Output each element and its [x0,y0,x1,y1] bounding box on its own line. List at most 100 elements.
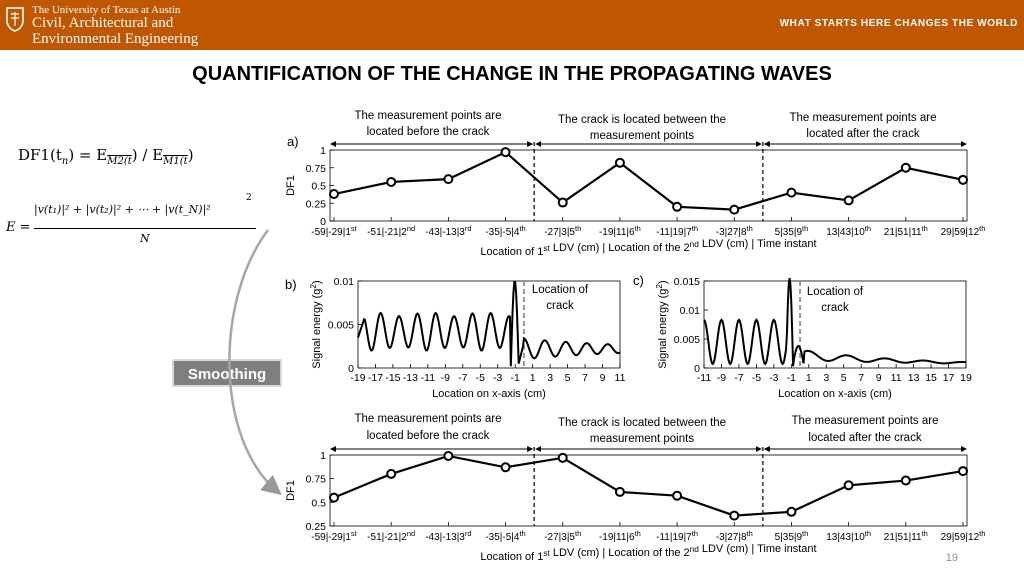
ytick-label-a-3: 0.75 [306,163,327,175]
xtick-label-c-9: 7 [858,372,864,384]
ytick-label-a-1: 0.25 [306,198,327,210]
data-point-a-6 [672,201,683,212]
xlabel-c: Location on x-axis (cm) [778,388,892,400]
data-point-d-9 [843,480,854,491]
xtick-label-d-0: -59|-29|1st [311,529,357,543]
ytick-label-a-4: 1 [320,145,326,157]
xtick-label-d-3: -35|-5|4th [485,529,525,543]
data-point-d-10 [900,475,911,486]
data-point-d-7 [729,510,740,521]
xtick-label-c-2: -7 [734,372,743,384]
xtick-label-c-1: -9 [717,372,726,384]
xtick-label-a-8: 5|35|9th [775,224,809,238]
plot-frame-d [329,454,968,527]
xtick-label-c-6: 1 [806,372,812,384]
xtick-label-a-7: -3|27|8th [716,224,753,238]
xtick-label-d-1: -51|-21|2nd [367,529,415,543]
ut-seal-icon [6,7,24,32]
data-point-a-3 [500,147,511,158]
data-point-a-0 [329,189,339,200]
data-point-a-5 [614,157,625,168]
ytick-label-d-2: 0.75 [306,474,327,486]
formula-m1: M1(t [163,156,188,167]
ytick-label-d-3: 1 [320,450,326,462]
tagline: WHAT STARTS HERE CHANGES THE WORLD [779,18,1018,29]
header-banner: The University of Texas at Austin Civil,… [0,0,1024,50]
data-point-d-0 [329,492,339,503]
xtick-label-d-10: 21|51|11th [884,529,928,543]
data-point-d-2 [443,450,454,461]
institution-name: The University of Texas at Austin [32,4,181,16]
xtick-label-c-5: -1 [787,372,796,384]
page-number: 19 [945,552,958,564]
data-point-d-6 [672,490,683,501]
xtick-label-b-3: -13 [403,372,418,384]
ytick-label-d-0: 0.25 [306,521,327,533]
xtick-label-d-2: -43|-13|3rd [425,529,471,543]
xtick-label-b-12: 5 [565,372,571,384]
xtick-label-d-7: -3|27|8th [716,529,753,543]
ytick-label-b-0: 0 [348,363,354,375]
data-point-a-8 [786,187,797,198]
department-name-line1: Civil, Architectural and [32,15,174,31]
data-point-a-9 [843,195,854,206]
ytick-label-a-0: 0 [320,216,326,228]
xlabel-a: Location of 1st LDV (cm) | Location of t… [480,238,816,258]
xtick-label-c-4: -3 [769,372,778,384]
xtick-label-c-14: 17 [943,372,955,384]
plot-frame-c [703,280,967,369]
xtick-label-b-4: -11 [421,372,436,384]
xtick-label-d-5: -19|11|6th [599,529,641,543]
ytick-label-d-1: 0.5 [311,497,326,509]
ylabel-d: DF1 [285,480,297,501]
data-point-d-3 [500,462,511,473]
data-point-d-8 [786,506,797,517]
ytick-label-c-3: 0.015 [674,276,700,288]
formula-denominator: N [140,232,150,245]
xtick-label-c-8: 5 [841,372,847,384]
xtick-label-c-3: -5 [752,372,761,384]
data-point-a-4 [557,197,568,208]
xtick-label-a-9: 13|43|10th [826,224,871,238]
xtick-label-b-14: 9 [600,372,606,384]
data-point-d-5 [614,486,625,497]
ylabel-a: DF1 [285,175,297,196]
ytick-label-c-2: 0.01 [680,305,701,317]
series-line-a [333,150,964,211]
xtick-label-c-12: 13 [908,372,920,384]
formula-df1-eq: ) = E [68,146,108,164]
xtick-label-b-8: -3 [493,372,502,384]
smoothing-arrow [228,229,282,496]
xtick-label-c-0: -11 [697,372,712,384]
xtick-label-a-2: -43|-13|3rd [425,224,471,238]
slide-title: QUANTIFICATION OF THE CHANGE IN THE PROP… [192,63,832,85]
xtick-label-a-11: 29|59|12th [941,224,986,238]
formula-exponent: 2 [246,193,252,203]
data-point-d-4 [557,452,568,463]
data-point-a-11 [958,174,968,185]
xtick-label-a-3: -35|-5|4th [485,224,525,238]
formula-fraction-bar [34,228,256,229]
xtick-label-b-6: -7 [458,372,467,384]
series-line-c [703,277,967,367]
data-point-d-1 [386,468,397,479]
xtick-label-b-0: -19 [350,372,365,384]
xtick-label-a-6: -11|19|7th [656,224,698,238]
formula-m2: M2(t [107,156,132,167]
xtick-label-d-8: 5|35|9th [775,529,809,543]
ytick-label-b-1: 0.005 [328,320,354,332]
xtick-label-a-10: 21|51|11th [884,224,928,238]
formula-df1-lhs: DF1(t [18,146,62,164]
data-point-d-11 [958,466,968,477]
series-line-d [333,454,964,517]
xtick-label-a-1: -51|-21|2nd [367,224,415,238]
xtick-label-b-15: 11 [615,372,626,384]
xlabel-b: Location on x-axis (cm) [432,388,546,400]
formula-numerator: |v(t₁)|² + |v(t₂)|² + ⋯ + |v(t_N)|² [34,203,211,216]
ytick-label-b-2: 0.01 [334,276,355,288]
xtick-label-c-11: 11 [891,372,902,384]
ytick-label-c-1: 0.005 [674,334,700,346]
formula-df1-sub: n [61,156,69,167]
ytick-label-a-2: 0.5 [311,181,326,193]
